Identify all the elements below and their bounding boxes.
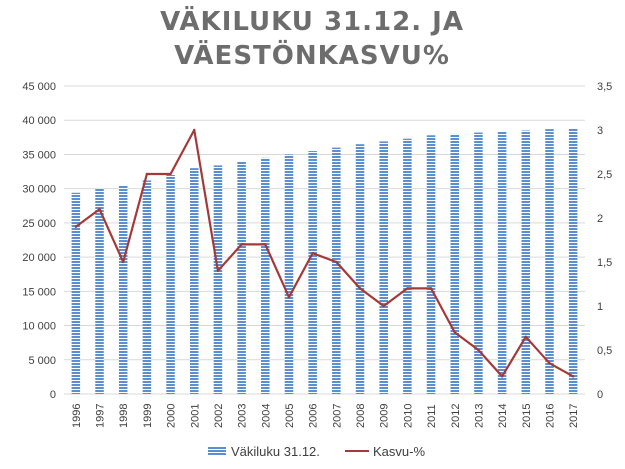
x-tick-label: 1996 — [71, 404, 83, 428]
chart-title-line-1: VÄKILUKU 31.12. JA — [160, 5, 464, 37]
bar — [568, 128, 578, 395]
growth-point — [74, 225, 78, 228]
growth-point — [169, 172, 172, 176]
bar — [118, 185, 128, 394]
bar — [308, 151, 317, 394]
growth-point — [548, 362, 551, 365]
growth-point — [571, 375, 575, 378]
gridlines — [64, 85, 585, 395]
x-tick-label: 2017 — [568, 404, 580, 428]
growth-point — [122, 260, 125, 264]
x-tick-label: 1999 — [142, 404, 154, 428]
bar — [450, 133, 460, 394]
growth-point — [500, 375, 504, 378]
growth-point — [382, 304, 385, 308]
bar — [497, 131, 507, 394]
growth-point — [335, 260, 338, 264]
x-tick-label: 2003 — [237, 404, 249, 428]
right-tick-label: 2 — [597, 213, 603, 225]
growth-point — [524, 335, 527, 338]
growth-point — [216, 269, 220, 272]
growth-point — [358, 287, 362, 290]
growth-point — [145, 172, 149, 176]
bar — [189, 168, 199, 394]
chart-title-line-2: VÄESTÖNKASVU% — [174, 38, 450, 71]
bar — [426, 135, 436, 394]
right-tick-label: 0,5 — [597, 345, 612, 357]
x-tick-label: 2005 — [284, 404, 296, 428]
legend-label-growth: Kasvu-% — [373, 444, 425, 459]
left-axis: 0 5 000 10 000 15 000 20 000 25 000 30 000 35 0… — [22, 81, 56, 401]
x-tick-label: 2016 — [544, 404, 556, 428]
x-tick-label: 2004 — [260, 404, 272, 428]
bar — [261, 157, 270, 394]
bar — [237, 161, 246, 394]
left-tick-label: 35 000 — [22, 149, 56, 161]
x-tick-label: 2009 — [379, 404, 391, 428]
left-tick-label: 20 000 — [22, 252, 56, 264]
growth-point — [477, 348, 480, 352]
x-tick-label: 2013 — [473, 404, 485, 428]
right-axis: 0 0,5 1 1,5 2 2,5 3 3,5 — [597, 81, 612, 401]
x-tick-label: 2002 — [213, 404, 225, 428]
growth-line-path — [75, 128, 574, 378]
bar — [71, 192, 81, 394]
bar — [379, 141, 388, 394]
bar — [332, 147, 341, 394]
x-tick-label: 2001 — [189, 404, 201, 428]
legend-label-population: Väkiluku 31.12. — [231, 444, 320, 459]
left-tick-label: 30 000 — [22, 184, 56, 196]
left-tick-label: 45 000 — [22, 81, 56, 93]
x-tick-label: 2008 — [355, 404, 367, 428]
growth-point — [98, 208, 101, 211]
x-axis: 1996 1997 1998 1999 2000 2001 2002 2003 2004 2005… — [71, 404, 580, 428]
bar — [355, 144, 365, 394]
left-tick-label: 40 000 — [22, 115, 56, 127]
x-tick-label: 1997 — [95, 404, 107, 428]
growth-point — [240, 243, 243, 246]
bar — [474, 132, 483, 394]
left-tick-label: 10 000 — [22, 321, 56, 333]
growth-point — [406, 287, 409, 290]
growth-point — [453, 331, 456, 334]
x-tick-label: 2010 — [402, 404, 414, 428]
left-tick-label: 0 — [50, 389, 56, 401]
growth-line — [74, 128, 575, 378]
bar — [545, 129, 554, 394]
right-tick-label: 2,5 — [597, 169, 612, 181]
x-tick-label: 2014 — [497, 404, 509, 428]
right-tick-label: 0 — [597, 389, 603, 401]
left-tick-label: 15 000 — [22, 286, 56, 298]
bar — [403, 138, 412, 394]
population-bars — [71, 128, 578, 395]
right-tick-label: 1,5 — [597, 257, 612, 269]
legend-swatch-population — [208, 446, 226, 456]
right-tick-label: 1 — [597, 301, 603, 313]
bar — [213, 165, 223, 394]
bar — [166, 174, 175, 394]
x-tick-label: 2011 — [426, 404, 438, 428]
bar — [521, 130, 531, 394]
legend: Väkiluku 31.12. Kasvu-% — [208, 444, 425, 459]
growth-point — [193, 128, 196, 132]
right-tick-label: 3 — [597, 125, 603, 137]
growth-point — [287, 296, 291, 299]
x-tick-label: 2007 — [331, 404, 343, 428]
x-tick-label: 2012 — [450, 404, 462, 428]
x-tick-label: 2015 — [521, 404, 533, 428]
bar — [284, 154, 294, 394]
x-tick-label: 1998 — [118, 404, 130, 428]
growth-point — [429, 287, 433, 290]
bar — [95, 188, 104, 394]
bar — [142, 180, 152, 394]
left-tick-label: 25 000 — [22, 218, 56, 230]
left-tick-label: 5 000 — [28, 355, 56, 367]
growth-point — [264, 243, 267, 246]
x-tick-label: 2000 — [166, 404, 178, 428]
x-tick-label: 2006 — [308, 404, 320, 428]
growth-point — [311, 252, 314, 255]
right-tick-label: 3,5 — [597, 81, 612, 93]
